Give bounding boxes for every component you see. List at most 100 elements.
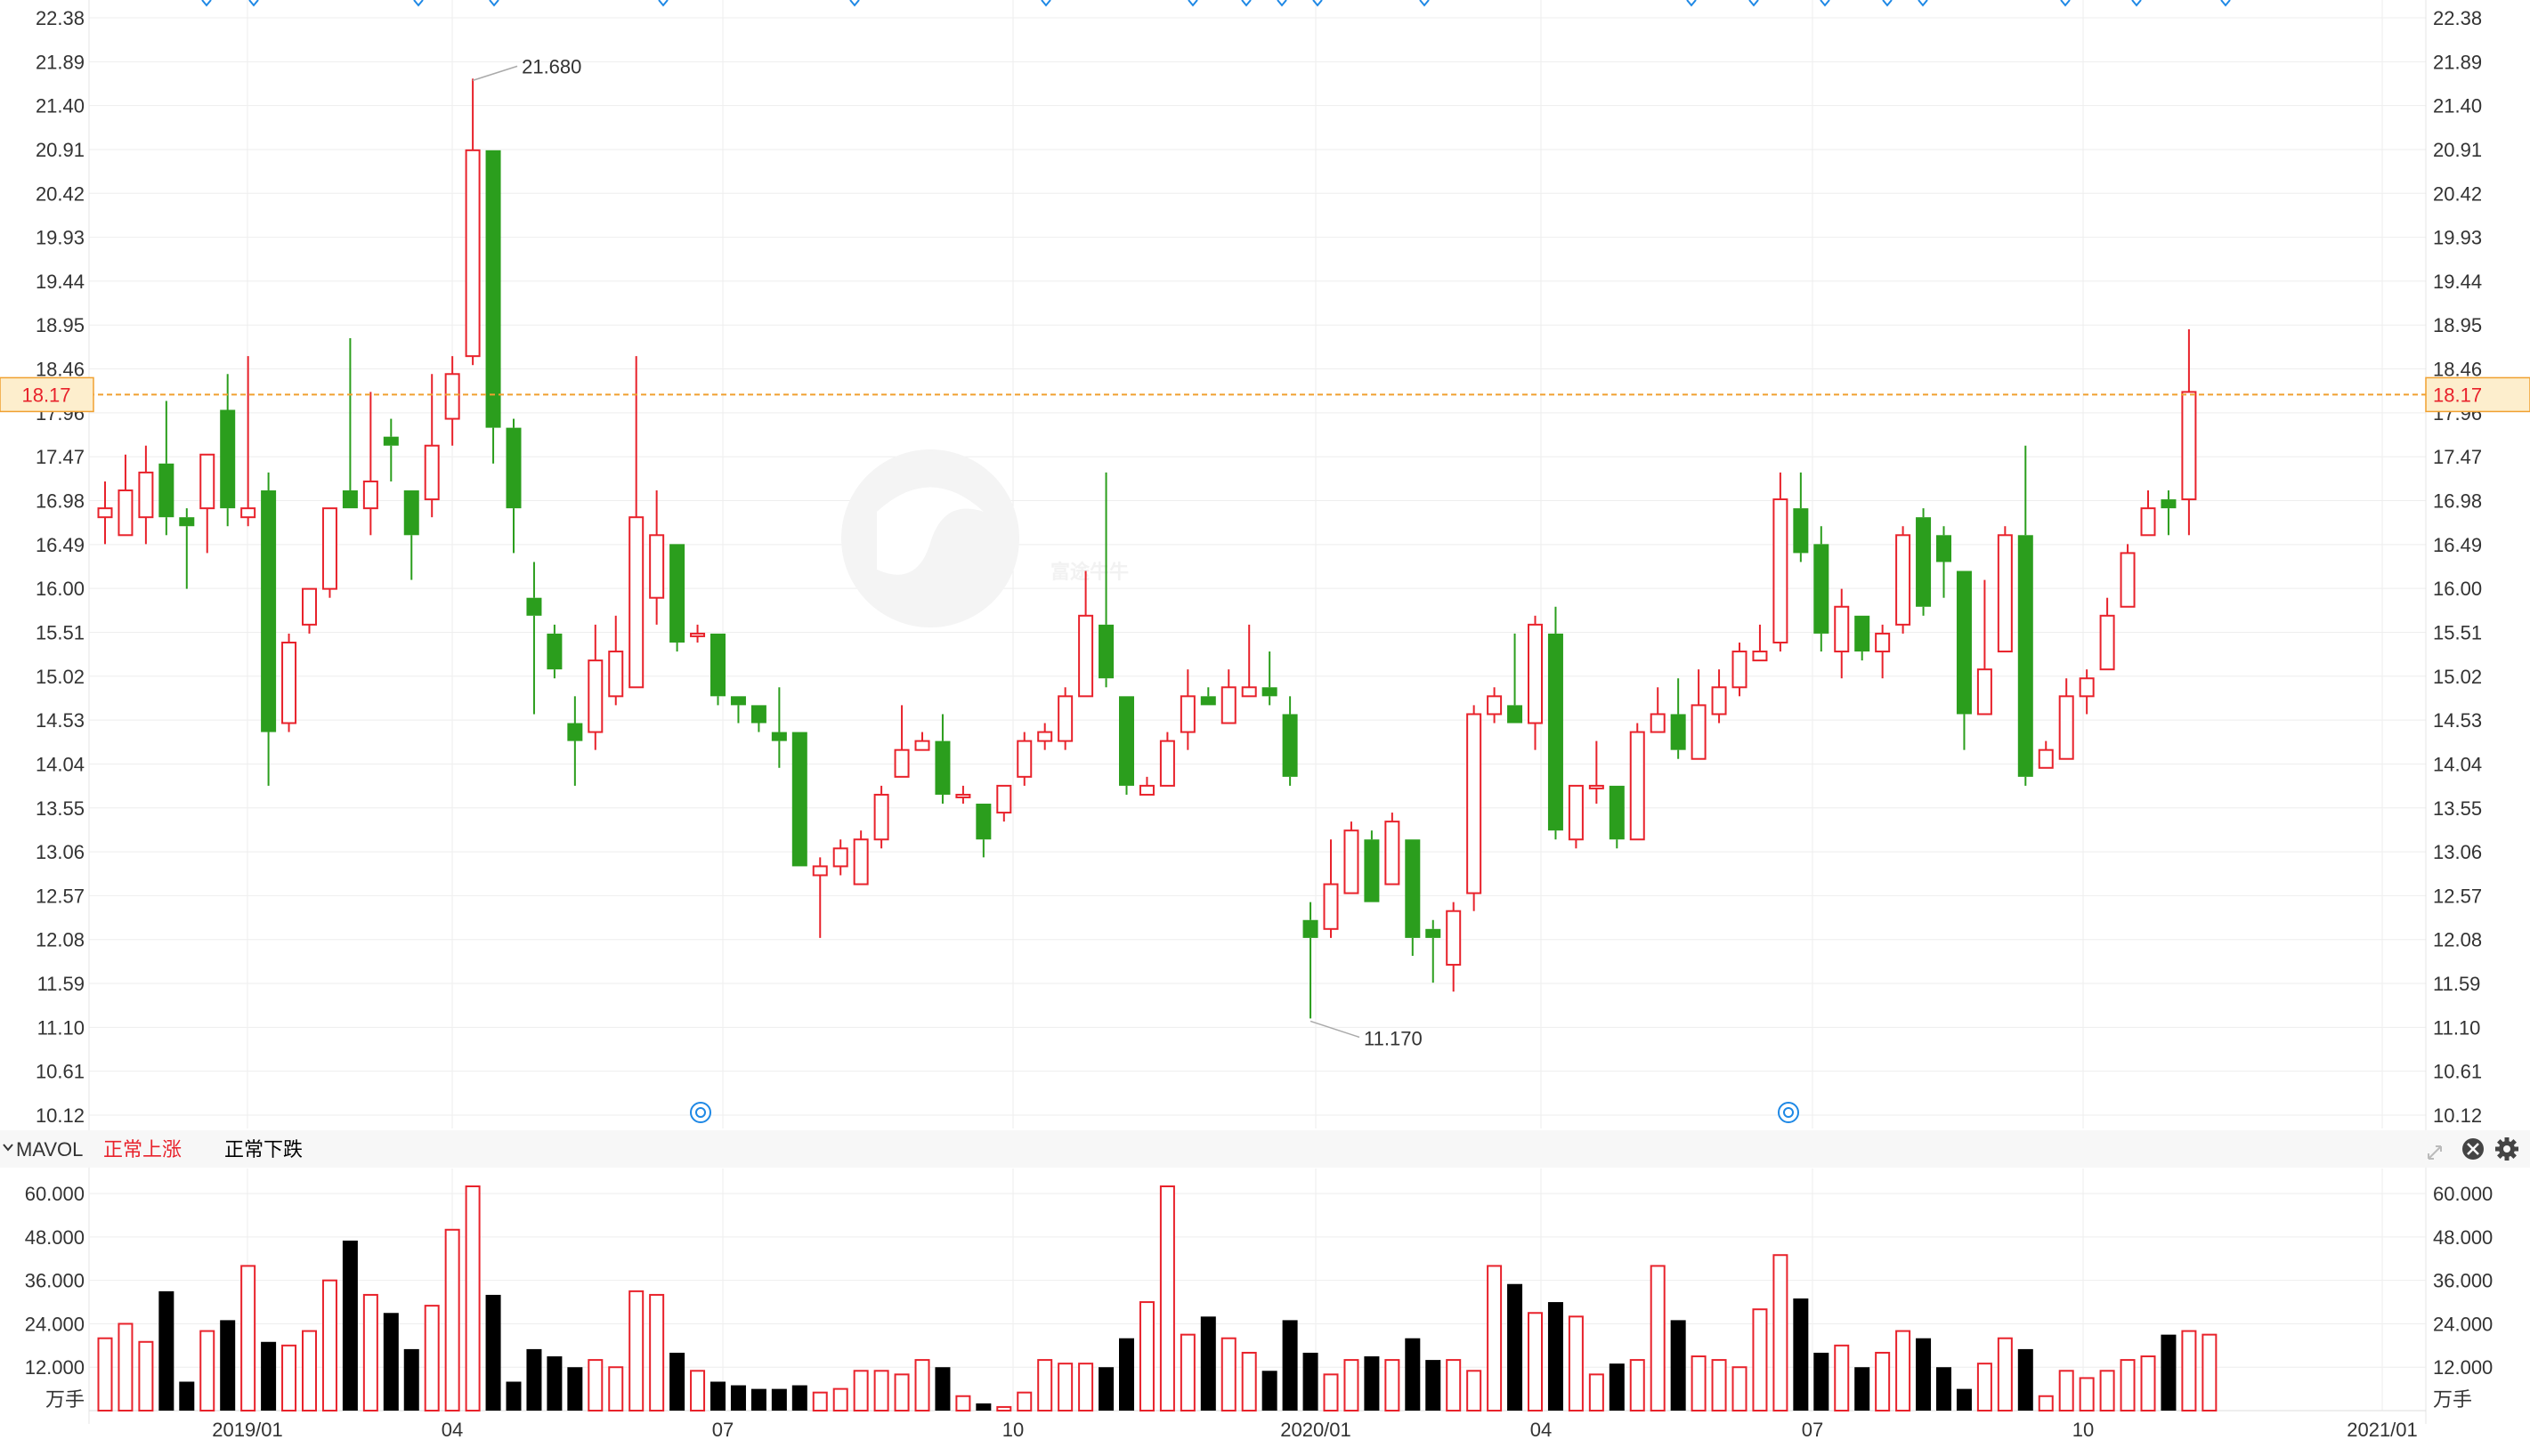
top-marker [201, 0, 212, 7]
price-tick-left: 11.10 [37, 1016, 85, 1039]
candle-body-up [873, 793, 889, 841]
candle-body-up [321, 507, 337, 590]
volume-tick-left: 60.000 [25, 1183, 85, 1205]
volume-bar-up [588, 1359, 604, 1412]
price-tick-right: 12.08 [2433, 929, 2482, 951]
volume-bar-down [1670, 1320, 1686, 1411]
volume-bar-up [690, 1370, 706, 1412]
volume-bar-down [1282, 1320, 1298, 1411]
price-tick-right: 18.95 [2433, 314, 2482, 336]
volume-bar-up [2181, 1330, 2197, 1412]
chevron-down-icon[interactable] [3, 1144, 13, 1152]
volume-bar-up [1384, 1359, 1400, 1412]
candle-body-up [1343, 829, 1359, 894]
top-marker [2131, 0, 2142, 7]
volume-bar-down [1813, 1352, 1829, 1411]
volume-bar-up [1711, 1359, 1727, 1412]
volume-bar-up [1037, 1359, 1053, 1412]
price-tick-right: 19.44 [2433, 271, 2482, 293]
volume-bar-up [1997, 1337, 2013, 1412]
indicator-name[interactable]: MAVOL [16, 1138, 83, 1161]
candle-body-down [976, 804, 992, 840]
candle-body-down [1956, 570, 1972, 715]
candle-body-down [1547, 633, 1563, 831]
candle-body-up [465, 149, 481, 358]
candle-body-down [710, 633, 726, 697]
price-tick-left: 19.44 [36, 271, 85, 293]
volume-bar-up [1487, 1265, 1503, 1412]
candle-body-up [1139, 784, 1155, 796]
time-tick-label: 10 [2072, 1419, 2094, 1441]
volume-bar-up [1875, 1351, 1891, 1412]
price-tick-right: 19.93 [2433, 227, 2482, 249]
volume-bar-up [1139, 1301, 1155, 1412]
price-tick-left: 20.91 [36, 139, 85, 161]
candle-body-down [669, 544, 685, 643]
candle-body-up [2038, 748, 2054, 769]
volume-bar-down [179, 1381, 195, 1411]
volume-bar-down [976, 1403, 992, 1411]
volume-bar-up [853, 1370, 869, 1412]
top-marker [1277, 0, 1287, 7]
candle-body-up [690, 632, 706, 637]
candle-body-up [1241, 686, 1257, 698]
volume-bar-up [2099, 1370, 2115, 1412]
event-marker-icon[interactable] [1778, 1102, 1799, 1123]
volume-bar-down [1609, 1363, 1625, 1411]
high-price-label: 21.680 [522, 55, 581, 77]
candle-body-down [1507, 705, 1523, 724]
time-tick-label: 2021/01 [2347, 1419, 2418, 1441]
candle-body-down [1364, 839, 1380, 902]
candle-body-up [628, 516, 645, 689]
candle-body-up [1895, 534, 1911, 626]
volume-bar-down [547, 1356, 563, 1411]
candle-body-up [1731, 651, 1747, 689]
volume-bar-up [1220, 1337, 1237, 1412]
candle-body-up [1976, 668, 1992, 716]
volume-tick-left: 12.000 [25, 1356, 85, 1379]
expand-icon[interactable] [2428, 1145, 2442, 1160]
volume-bar-down [158, 1290, 174, 1411]
candle-body-down [1425, 928, 1441, 938]
volume-bar-down [1425, 1360, 1441, 1411]
price-tick-left: 21.89 [36, 51, 85, 73]
watermark: 富途牛牛 [841, 449, 1129, 627]
price-tick-left: 19.93 [36, 227, 85, 249]
volume-bar-up [240, 1265, 256, 1412]
candle-body-down [1813, 544, 1829, 634]
time-tick-label: 2019/01 [212, 1419, 283, 1441]
price-tick-right: 11.10 [2433, 1016, 2480, 1039]
candle-body-down [1302, 919, 1318, 938]
candle-body-up [1446, 910, 1462, 967]
event-markers[interactable] [201, 0, 2231, 1123]
price-tick-right: 10.12 [2433, 1104, 2482, 1127]
candle-body-down [2161, 499, 2177, 509]
candle-body-down [750, 705, 766, 724]
candle-body-up [1487, 695, 1503, 716]
top-marker [1882, 0, 1893, 7]
volume-bar-down [1364, 1356, 1380, 1411]
volume-bar-up [1588, 1373, 1604, 1412]
price-tick-left: 12.08 [36, 929, 85, 951]
candles [97, 78, 2197, 1019]
legend-up: 正常上涨 [103, 1138, 182, 1161]
volume-unit-right: 万手 [2433, 1388, 2472, 1411]
candle-body-down [1854, 615, 1870, 652]
volume-bar-down [1793, 1298, 1809, 1411]
top-marker [1748, 0, 1759, 7]
volume-bar-down [506, 1381, 522, 1411]
candle-body-up [1159, 740, 1175, 787]
volume-bar-up [2079, 1377, 2095, 1412]
volume-bar-up [1731, 1366, 1747, 1412]
close-icon[interactable] [2462, 1138, 2484, 1160]
gear-icon[interactable] [2495, 1137, 2518, 1161]
candle-body-up [1568, 784, 1584, 841]
price-tick-right: 16.49 [2433, 534, 2482, 556]
price-tick-left: 18.46 [36, 359, 85, 381]
candle-body-up [1037, 731, 1053, 742]
time-tick-label: 04 [1530, 1419, 1552, 1441]
price-tick-left: 22.38 [36, 7, 85, 29]
event-marker-icon[interactable] [690, 1102, 711, 1123]
price-tick-left: 20.42 [36, 182, 85, 205]
